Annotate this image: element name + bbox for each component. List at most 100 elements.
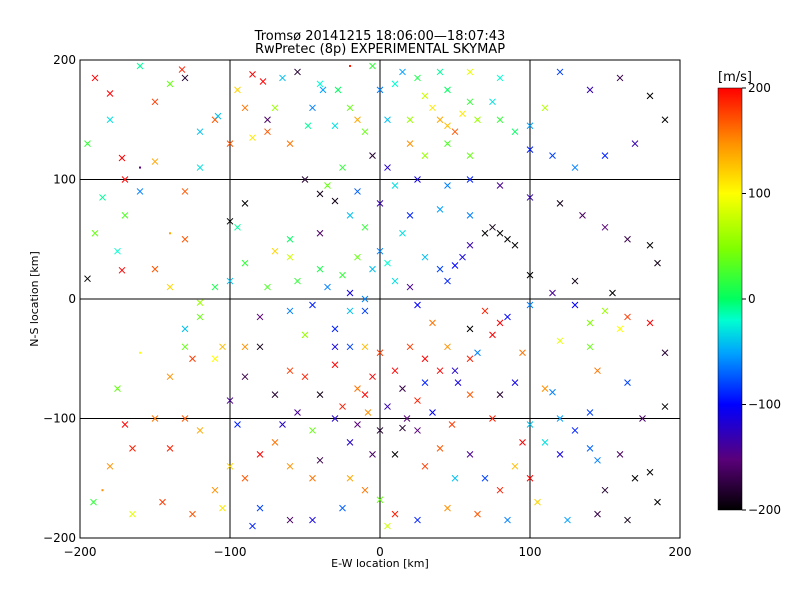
- data-point-cross: [369, 373, 376, 381]
- data-point-cross: [586, 343, 594, 351]
- data-point-cross: [84, 140, 91, 148]
- data-point-cross: [556, 450, 564, 458]
- data-point-cross: [511, 128, 519, 136]
- data-point-cross: [624, 313, 631, 321]
- data-point-cross: [264, 128, 271, 136]
- data-point-cross: [399, 424, 406, 432]
- data-point-cross: [346, 474, 354, 482]
- data-point-cross: [339, 504, 346, 512]
- x-axis-ticks: −200 −100 0 100 200: [64, 532, 691, 559]
- data-point-cross: [226, 397, 234, 404]
- data-point-cross: [646, 241, 654, 249]
- colorbar-tick-label: 200: [748, 81, 771, 95]
- data-point-cross: [586, 86, 594, 94]
- data-point-cross: [459, 253, 466, 261]
- data-point-cross: [376, 349, 384, 357]
- data-point-cross: [459, 110, 466, 118]
- data-point-cross: [624, 516, 631, 524]
- data-point-cross: [256, 313, 264, 321]
- x-axis-label: E-W location [km]: [331, 557, 429, 570]
- data-point-cross: [346, 211, 354, 219]
- data-point-dot: [169, 232, 171, 235]
- data-point-cross: [601, 152, 609, 159]
- data-point-cross: [354, 116, 361, 124]
- data-point-cross: [331, 415, 339, 422]
- data-point-cross: [391, 450, 399, 458]
- data-point-cross: [616, 325, 624, 333]
- colorbar-tick-label: −100: [748, 398, 781, 412]
- data-point-cross: [241, 259, 249, 267]
- data-point-cross: [489, 415, 496, 422]
- data-point-cross: [384, 164, 391, 171]
- data-point-cross: [259, 78, 267, 85]
- y-tick-label: 0: [68, 292, 76, 306]
- data-point-cross: [121, 211, 129, 219]
- data-point-cross: [181, 325, 189, 333]
- y-tick-label: 200: [53, 53, 76, 67]
- data-point-cross: [106, 90, 114, 97]
- data-point-cross: [429, 104, 436, 112]
- data-point-cross: [309, 516, 316, 524]
- data-point-cross: [421, 253, 429, 261]
- data-point-cross: [571, 427, 579, 434]
- data-point-cross: [331, 361, 339, 369]
- data-point-cross: [466, 241, 474, 249]
- data-point-cross: [624, 235, 631, 243]
- data-point-cross: [241, 200, 249, 207]
- data-point-cross: [504, 313, 511, 321]
- data-point-cross: [436, 367, 444, 375]
- data-point-cross: [364, 409, 372, 416]
- data-point-cross: [354, 253, 361, 261]
- colorbar-tick-label: 0: [748, 292, 756, 306]
- data-point-cross: [114, 385, 121, 392]
- data-point-cross: [354, 421, 361, 428]
- data-point-cross: [564, 516, 571, 524]
- data-point-cross: [654, 498, 661, 506]
- data-point-cross: [631, 474, 639, 482]
- data-point-cross: [384, 116, 391, 124]
- data-point-cross: [474, 349, 481, 357]
- data-point-cross: [556, 68, 564, 76]
- data-point-cross: [541, 439, 549, 446]
- data-point-cross: [654, 259, 661, 267]
- data-point-cross: [594, 456, 601, 464]
- data-point-cross: [541, 385, 549, 392]
- y-axis-ticks: −200 −100 0 100 200: [43, 53, 86, 545]
- data-point-cross: [271, 104, 279, 112]
- data-point-cross: [661, 116, 669, 124]
- data-point-cross: [106, 462, 114, 470]
- data-point-cross: [249, 522, 256, 530]
- data-point-cross: [429, 409, 436, 416]
- data-point-cross: [214, 112, 222, 120]
- data-point-cross: [256, 343, 264, 351]
- data-point-cross: [631, 140, 639, 148]
- data-point-cross: [279, 74, 286, 82]
- data-point-cross: [211, 486, 219, 494]
- data-point-cross: [444, 182, 451, 189]
- data-point-cross: [196, 164, 204, 171]
- data-point-cross: [466, 450, 474, 458]
- data-point-cross: [451, 128, 459, 136]
- data-point-cross: [616, 450, 624, 458]
- data-point-cross: [294, 68, 301, 76]
- data-point-cross: [361, 486, 369, 494]
- data-point-cross: [466, 325, 474, 333]
- y-tick-label: 100: [53, 173, 76, 187]
- data-point-cross: [399, 385, 406, 392]
- data-point-cross: [511, 379, 519, 387]
- data-point-cross: [316, 229, 324, 237]
- colorbar-tick-label: 100: [748, 187, 771, 201]
- data-point-cross: [526, 122, 534, 130]
- data-point-cross: [586, 319, 594, 327]
- data-point-cross: [436, 68, 444, 76]
- data-point-cross: [571, 277, 579, 285]
- data-point-cross: [99, 194, 106, 201]
- data-point-cross: [271, 247, 279, 255]
- data-point-cross: [286, 140, 294, 148]
- data-point-cross: [444, 122, 451, 130]
- x-tick-label: 100: [519, 545, 542, 559]
- colorbar-tick-label: −200: [748, 503, 781, 517]
- data-point-cross: [324, 283, 331, 291]
- chart-title: Tromsø 20141215 18:06:00—18:07:43: [254, 29, 506, 44]
- data-point-cross: [519, 349, 526, 357]
